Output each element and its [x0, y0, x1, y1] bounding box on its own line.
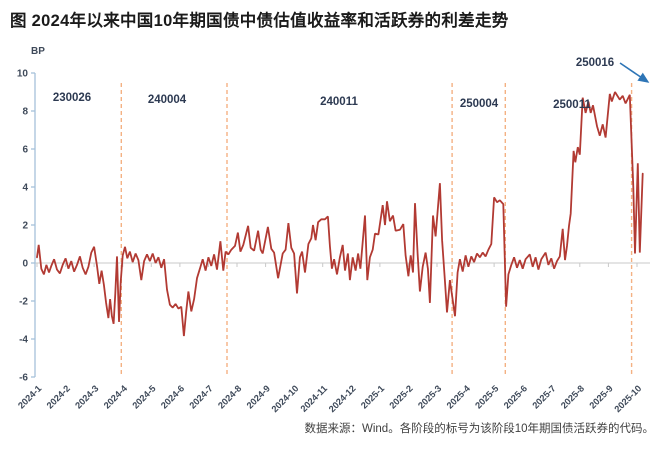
x-tick-label: 2025-7	[530, 383, 557, 410]
x-tick-label: 2024-1	[16, 383, 43, 410]
x-tick-label: 2024-8	[216, 383, 243, 410]
x-tick-label: 2025-10	[613, 383, 644, 414]
x-tick-label: 2025-3	[416, 383, 443, 410]
x-tick-label: 2025-2	[388, 383, 415, 410]
segment-label: 250016	[576, 57, 614, 69]
x-tick-label: 2025-1	[359, 383, 386, 410]
x-tick-label: 2024-11	[299, 383, 330, 414]
y-axis-unit-label: BP	[31, 46, 45, 57]
y-tick-label: 8	[22, 107, 28, 118]
y-tick-label: -6	[19, 373, 28, 384]
y-tick-label: 0	[22, 259, 28, 270]
annotation-arrow-icon	[619, 62, 650, 83]
x-tick-label: 2024-6	[159, 383, 186, 410]
segment-label: 240011	[320, 96, 358, 108]
segment-label: 230026	[53, 92, 91, 104]
source-note: 数据来源：Wind。各阶段的标号为该阶段10年期国债活跃券的代码。	[304, 423, 655, 435]
x-tick-label: 2024-4	[102, 383, 130, 411]
x-tick-label: 2024-3	[73, 383, 100, 410]
y-tick-label: 4	[22, 183, 28, 194]
y-tick-label: -4	[19, 335, 28, 346]
y-tick-label: 2	[22, 221, 28, 232]
segment-label: 250004	[460, 98, 499, 110]
chart-title: 图 2024年以来中国10年期国债中债估值收益率和活跃券的利差走势	[10, 12, 509, 30]
x-tick-label: 2024-12	[327, 383, 358, 414]
x-tick-label: 2024-2	[45, 383, 72, 410]
segment-label: 240004	[148, 94, 187, 106]
x-tick-label: 2025-5	[473, 383, 500, 410]
y-tick-label: -2	[19, 297, 28, 308]
y-tick-label: 10	[17, 69, 29, 80]
x-tick-label: 2025-4	[445, 383, 473, 411]
x-tick-label: 2024-5	[130, 383, 157, 410]
y-tick-label: 6	[22, 145, 28, 156]
x-tick-label: 2025-6	[502, 383, 529, 410]
x-tick-label: 2025-8	[559, 383, 586, 410]
x-tick-label: 2024-9	[245, 383, 272, 410]
x-tick-label: 2024-7	[188, 383, 215, 410]
x-tick-label: 2025-9	[588, 383, 615, 410]
segment-label: 250011	[553, 99, 591, 111]
spread-series-line	[36, 91, 644, 337]
x-tick-label: 2024-10	[270, 383, 301, 414]
